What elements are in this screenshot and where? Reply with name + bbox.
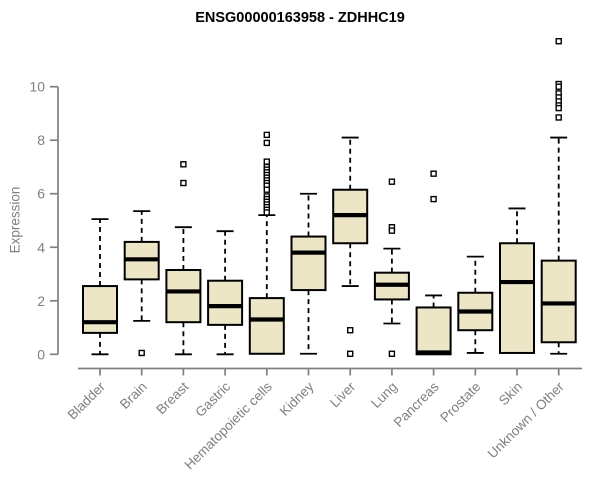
box-bladder [82,285,118,334]
outlier-unknown-other [555,104,562,112]
outlier-lung [388,178,396,185]
y-tick-label: 8 [37,132,45,148]
box-pancreas [415,306,452,356]
outlier-breast [180,179,187,187]
box-skin [499,242,535,354]
outlier-hematopoietic-cells [263,131,270,139]
box-gastric [207,279,244,326]
chart-title: ENSG00000163958 - ZDHHC19 [195,10,405,26]
outlier-lung [388,227,396,234]
x-tick-label-gastric: Gastric [192,379,233,420]
x-tick-label-prostate: Prostate [437,379,483,425]
outlier-pancreas [430,170,437,177]
outlier-hematopoietic-cells [263,209,270,216]
outlier-hematopoietic-cells [263,158,270,165]
y-tick-label: 10 [29,79,45,95]
box-kidney [290,235,327,292]
outlier-liver [347,327,354,334]
outlier-unknown-other [555,38,562,45]
x-tick-label-pancreas: Pancreas [391,379,442,430]
x-tick-label-brain: Brain [117,379,150,412]
outlier-hematopoietic-cells [263,139,270,147]
outlier-hematopoietic-cells [263,186,270,193]
box-hematopoietic-cells [248,297,285,355]
box-breast [165,269,202,324]
y-tick-label: 4 [37,239,45,255]
outlier-brain [138,349,145,357]
outlier-lung [388,350,396,357]
y-axis-label: Expression [7,186,23,254]
outlier-unknown-other [555,114,562,121]
y-tick-label: 6 [37,186,45,202]
outlier-breast [180,161,187,168]
x-tick-label-skin: Skin [496,379,525,408]
x-tick-label-unknown-other: Unknown / Other [485,379,568,462]
x-tick-label-lung: Lung [368,379,400,411]
x-tick-label-liver: Liver [327,379,359,411]
x-tick-label-bladder: Bladder [65,379,109,423]
outlier-unknown-other [555,83,562,90]
outlier-liver [347,350,354,357]
x-tick-label-breast: Breast [153,379,191,417]
y-tick-label: 0 [37,346,45,362]
x-tick-label-kidney: Kidney [277,379,317,419]
y-tick-label: 2 [37,293,45,309]
outlier-pancreas [430,195,437,203]
